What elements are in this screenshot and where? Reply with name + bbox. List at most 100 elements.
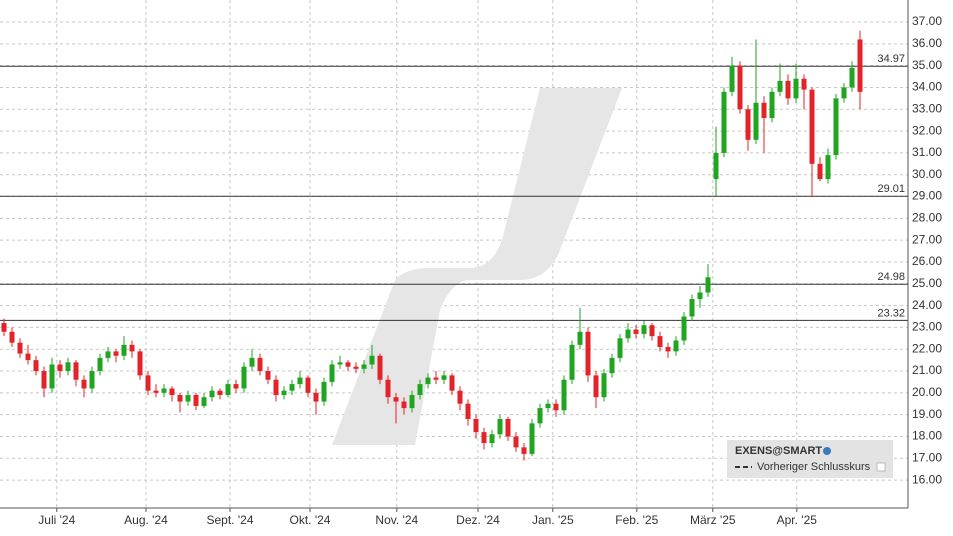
candle-body xyxy=(273,379,279,396)
candle-body xyxy=(641,325,647,334)
candle-body xyxy=(49,364,55,389)
y-tick-label: 30.00 xyxy=(912,167,942,181)
candle-body xyxy=(281,390,287,396)
legend-checkbox[interactable] xyxy=(876,462,886,472)
candle-body xyxy=(185,395,191,402)
candle-body xyxy=(241,366,247,389)
candle-body xyxy=(553,403,559,411)
candle-body xyxy=(105,351,111,358)
y-tick-label: 32.00 xyxy=(912,123,942,137)
candle-body xyxy=(585,331,591,376)
candle-body xyxy=(721,91,727,153)
plot-area xyxy=(0,0,908,508)
candle-body xyxy=(833,98,839,156)
y-tick-label: 33.00 xyxy=(912,101,942,115)
y-tick-label: 28.00 xyxy=(912,211,942,225)
x-tick-label: Nov. '24 xyxy=(375,513,418,527)
candle-body xyxy=(449,375,455,391)
y-tick-label: 25.00 xyxy=(912,276,942,290)
candle-body xyxy=(417,384,423,396)
y-tick-label: 20.00 xyxy=(912,385,942,399)
candle-body xyxy=(617,338,623,358)
y-tick-label: 16.00 xyxy=(912,472,942,486)
legend-instrument: EXENS@SMART xyxy=(735,445,822,457)
x-tick-label: Aug. '24 xyxy=(124,513,168,527)
candle-body xyxy=(825,155,831,180)
candle-body xyxy=(457,390,463,404)
y-tick-label: 27.00 xyxy=(912,232,942,246)
candle-body xyxy=(329,364,335,382)
candle-body xyxy=(465,403,471,420)
candle-body xyxy=(849,67,855,88)
candle-body xyxy=(577,331,583,345)
candle-body xyxy=(337,362,343,365)
candle-body xyxy=(521,447,527,454)
candle-body xyxy=(1,323,7,332)
candle-body xyxy=(433,377,439,380)
candle-body xyxy=(369,355,375,365)
y-tick-label: 18.00 xyxy=(912,429,942,443)
candle-body xyxy=(841,87,847,99)
y-tick-label: 37.00 xyxy=(912,14,942,28)
candle-body xyxy=(9,331,15,343)
level-label: 29.01 xyxy=(877,183,905,195)
y-tick-label: 24.00 xyxy=(912,298,942,312)
y-tick-label: 19.00 xyxy=(912,407,942,421)
candle-body xyxy=(425,377,431,385)
candle-body xyxy=(681,316,687,341)
candle-body xyxy=(817,163,823,180)
candle-body xyxy=(345,362,351,367)
candle-body xyxy=(161,388,167,393)
candle-body xyxy=(321,381,327,402)
candle-body xyxy=(201,397,207,406)
x-tick-label: Sept. '24 xyxy=(207,513,254,527)
x-tick-label: Juli '24 xyxy=(38,513,75,527)
candle-body xyxy=(569,344,575,380)
candle-body xyxy=(649,325,655,337)
candle-body xyxy=(409,395,415,409)
levels xyxy=(0,65,908,321)
candle-body xyxy=(809,89,815,164)
candle-body xyxy=(25,353,31,361)
candle-body xyxy=(233,384,239,389)
candle-body xyxy=(57,364,63,372)
candle-body xyxy=(41,371,47,389)
candle-body xyxy=(489,434,495,444)
candle-body xyxy=(857,39,863,92)
candle-body xyxy=(129,344,135,352)
candle-body xyxy=(593,375,599,398)
level-label: 24.98 xyxy=(877,271,905,283)
candle-body xyxy=(785,80,791,99)
candle-body xyxy=(697,292,703,300)
candle-body xyxy=(689,299,695,317)
candle-body xyxy=(545,403,551,409)
candle-body xyxy=(297,377,303,385)
y-tick-label: 17.00 xyxy=(912,450,942,464)
candle-body xyxy=(625,329,631,339)
candle-body xyxy=(145,375,151,391)
y-tick-label: 35.00 xyxy=(912,58,942,72)
candle-body xyxy=(33,360,39,372)
labels: 16.00 17.00 18.00 19.00 20.00 21.00 22.00 23.00… xyxy=(38,14,942,527)
x-tick-label: Okt. '24 xyxy=(290,513,331,527)
candle-body xyxy=(89,371,95,389)
candle-body xyxy=(361,364,367,369)
x-tick-label: Jan. '25 xyxy=(532,513,574,527)
candle-body xyxy=(289,384,295,391)
candle-body xyxy=(169,388,175,396)
candle-body xyxy=(209,390,215,398)
candle-body xyxy=(777,80,783,92)
candle-body xyxy=(673,340,679,352)
candle-body xyxy=(537,408,543,424)
candle-body xyxy=(737,65,743,110)
candle-body xyxy=(257,357,263,372)
y-tick-label: 22.00 xyxy=(912,341,942,355)
candle-body xyxy=(609,357,615,374)
candle-body xyxy=(137,351,143,376)
candle-body xyxy=(225,384,231,396)
candle-body xyxy=(481,432,487,444)
candle-body xyxy=(657,336,663,348)
level-label: 23.32 xyxy=(877,307,905,319)
candle-body xyxy=(73,362,79,380)
